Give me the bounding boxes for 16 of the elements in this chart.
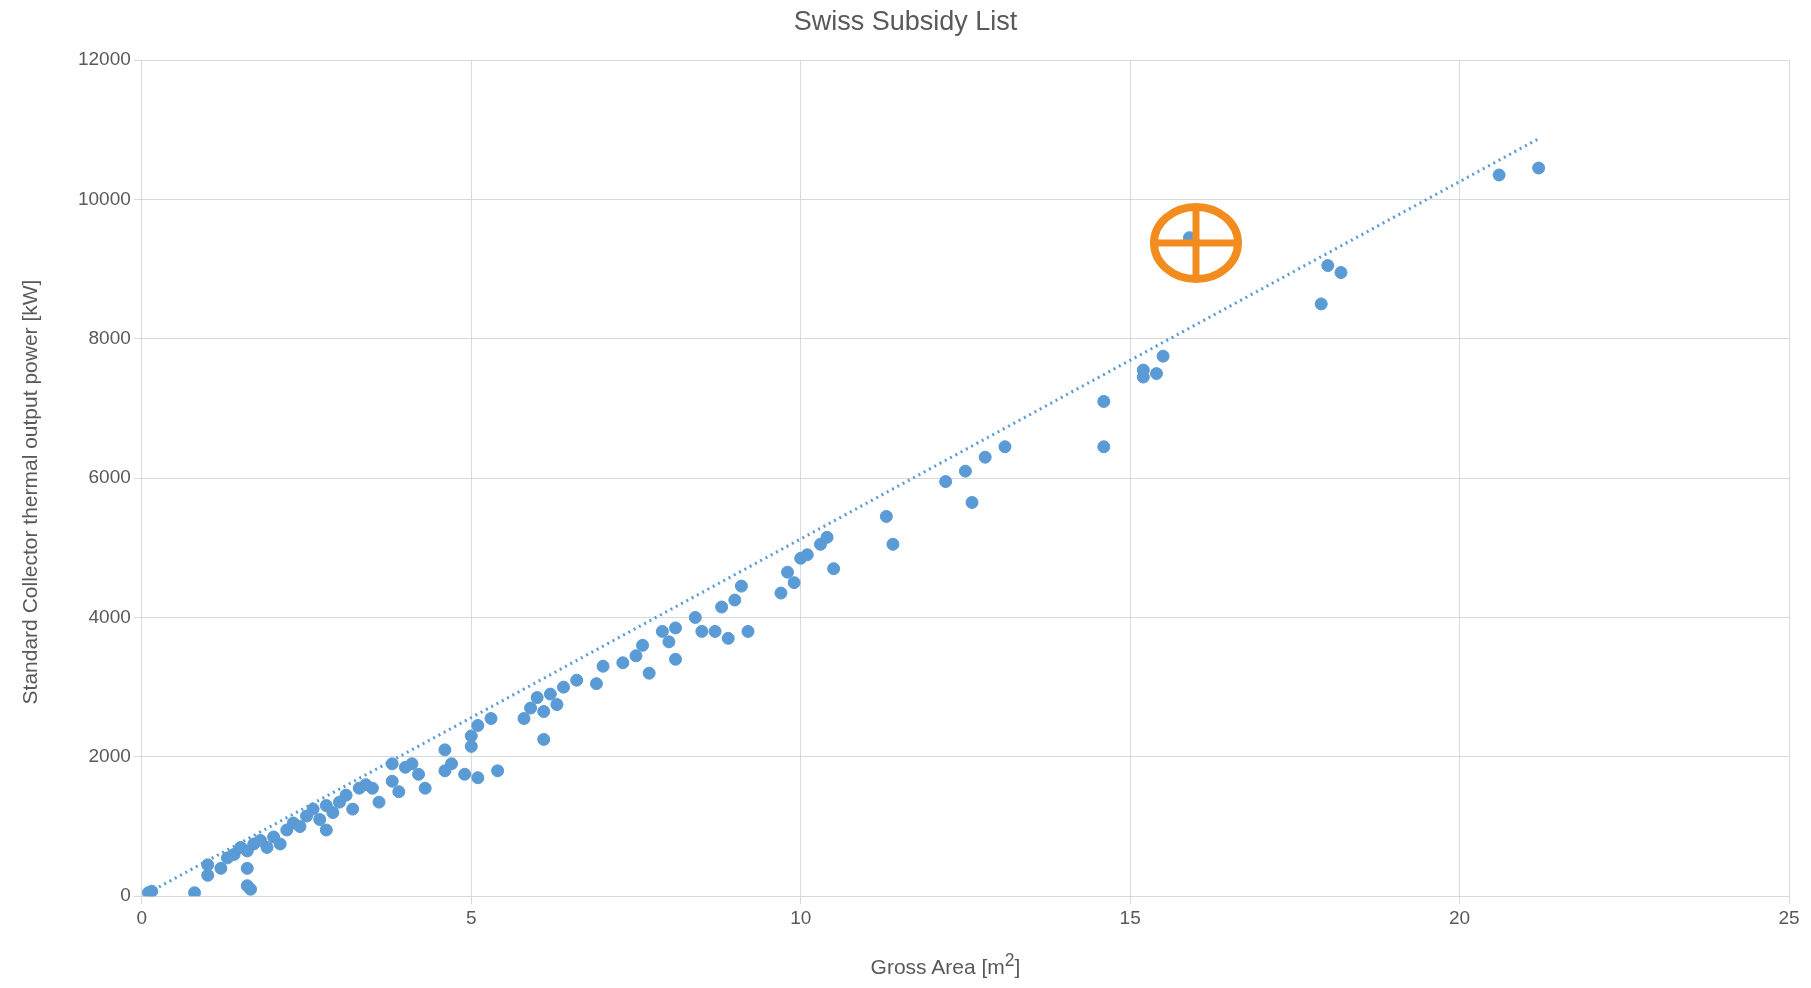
x-tick-label: 15 bbox=[1119, 906, 1141, 928]
x-tick-label: 20 bbox=[1449, 906, 1471, 928]
y-tick-label: 12000 bbox=[77, 48, 131, 70]
chart-title: Swiss Subsidy List bbox=[792, 6, 1019, 37]
x-tick-label: 10 bbox=[790, 906, 812, 928]
x-tick-label: 25 bbox=[1778, 906, 1800, 928]
y-tick-label: 6000 bbox=[88, 466, 131, 488]
y-tick-label: 4000 bbox=[88, 605, 131, 627]
y-tick-label: 8000 bbox=[88, 326, 131, 348]
y-axis-title: Standard Collector thermal output power [kW] bbox=[18, 278, 42, 707]
y-tick-label: 0 bbox=[120, 884, 131, 906]
y-tick-label: 10000 bbox=[77, 187, 131, 209]
x-axis-title: Gross Area [m$^{2}$] bbox=[869, 950, 1022, 979]
y-tick-label: 2000 bbox=[88, 745, 131, 767]
x-tick-label: 0 bbox=[136, 906, 148, 928]
x-tick-label: 5 bbox=[465, 906, 477, 928]
